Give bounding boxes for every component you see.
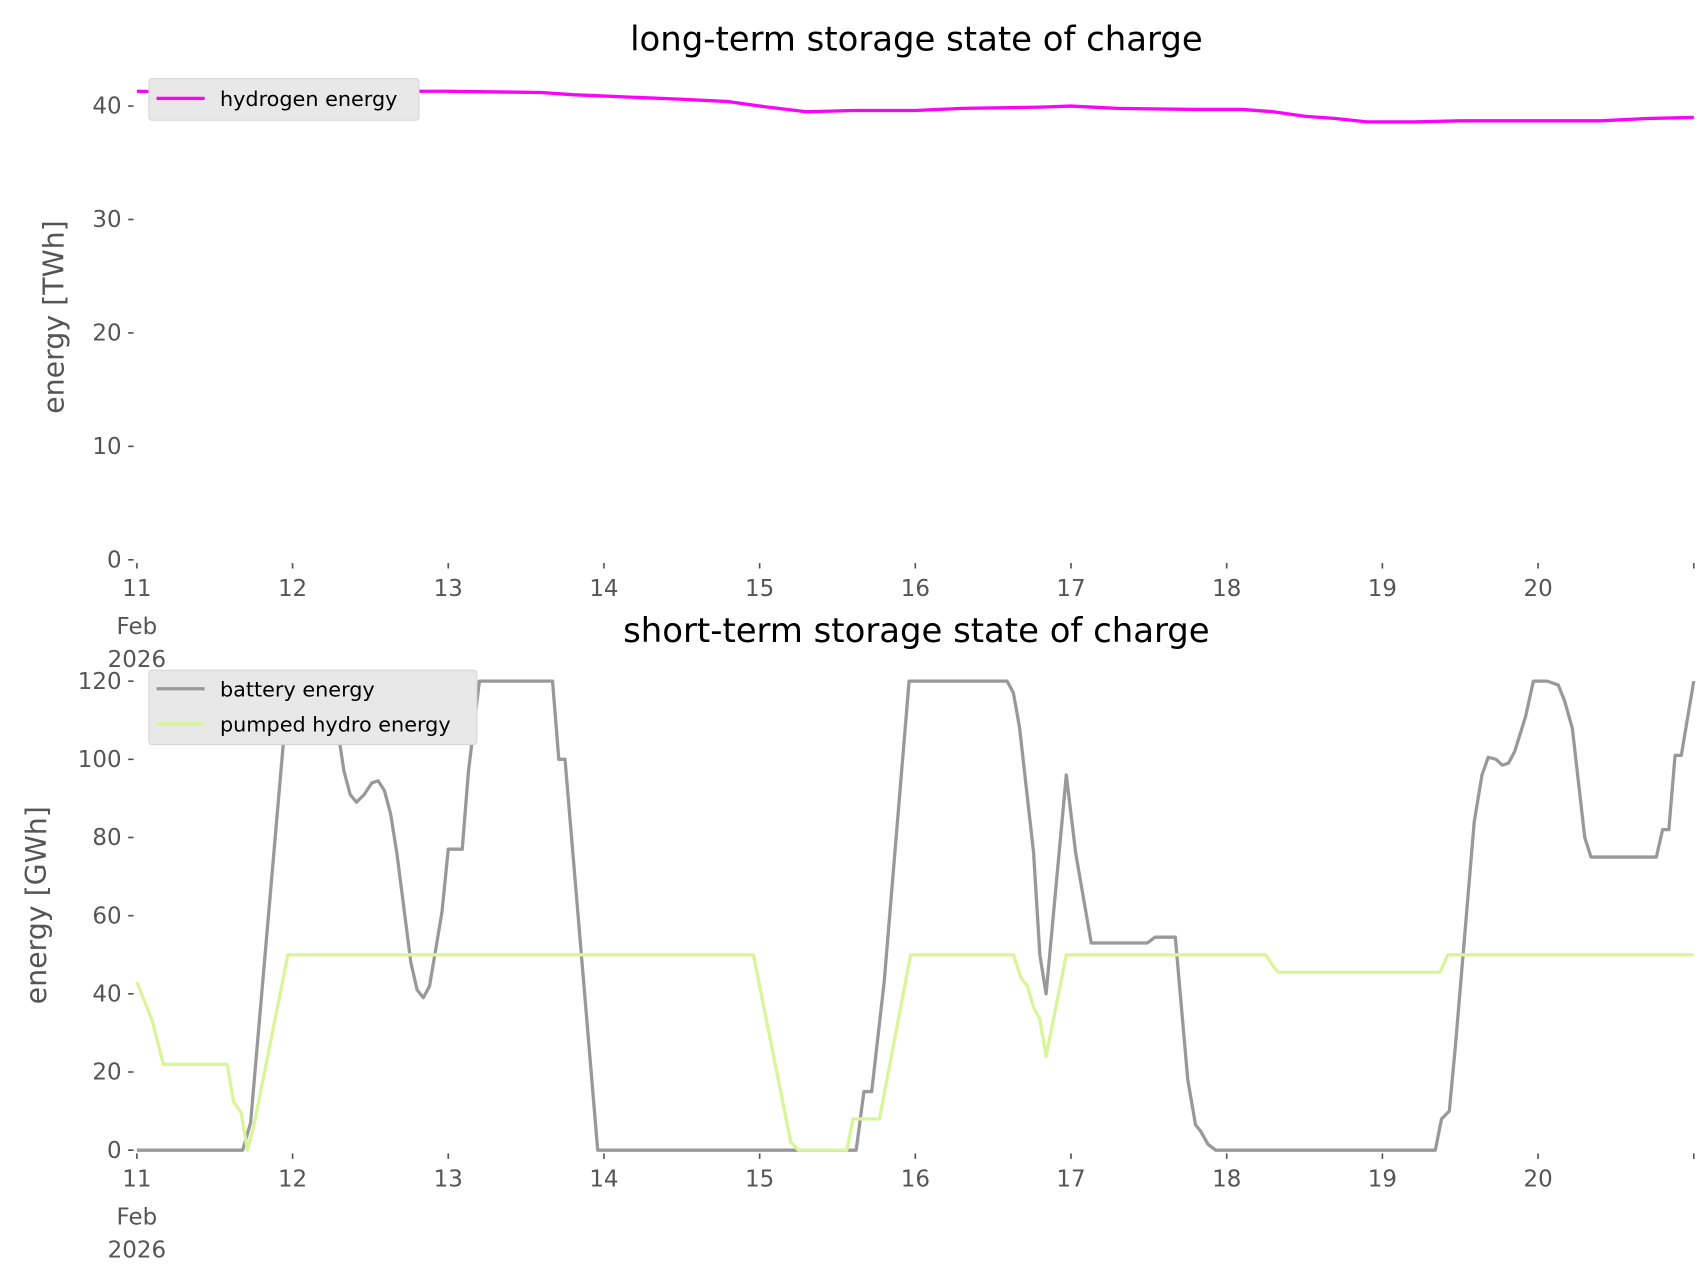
series-line-hydrogen-energy	[136, 89, 1694, 124]
y-tick-label: 80	[92, 825, 121, 851]
x-tick-label: 17	[1056, 576, 1085, 602]
x-tick-label: 17	[1056, 1166, 1085, 1192]
series-line-battery-energy	[136, 679, 1696, 1152]
y-tick-label: 100	[78, 747, 122, 773]
legend-label: hydrogen energy	[220, 87, 397, 111]
y-tick-label: 0	[107, 547, 122, 573]
x-tick-label: 13	[434, 576, 463, 602]
x-tick-label: 16	[901, 1166, 930, 1192]
y-tick-label: 40	[92, 94, 121, 120]
x-tick-label: 13	[434, 1166, 463, 1192]
y-tick-label: 0	[107, 1138, 122, 1164]
legend-label: battery energy	[220, 677, 375, 701]
y-tick-label: 20	[92, 1060, 121, 1086]
legend-label: pumped hydro energy	[220, 712, 451, 736]
y-tick-label: 20	[92, 321, 121, 347]
x-tick-label: 14	[589, 1166, 618, 1192]
x-tick-label: 19	[1368, 1166, 1397, 1192]
x-tick-label: 15	[745, 1166, 774, 1192]
y-tick-label: 30	[92, 207, 121, 233]
x-tick-sublabel: Feb	[117, 1205, 158, 1231]
x-tick-label: 18	[1212, 1166, 1241, 1192]
x-tick-sublabel: 2026	[108, 647, 166, 673]
legend: hydrogen energy	[148, 78, 420, 121]
y-tick-label: 40	[92, 981, 121, 1007]
legend: battery energy pumped hydro energy	[148, 669, 478, 746]
x-tick-label: 11	[122, 1166, 151, 1192]
y-tick-label: 10	[92, 434, 121, 460]
x-tick-label: 20	[1523, 1166, 1552, 1192]
x-tick-label: 12	[278, 576, 307, 602]
series-line-pumped-hydro-energy	[135, 953, 1694, 1152]
y-tick-label: 60	[92, 903, 121, 929]
x-tick-sublabel: 2026	[108, 1237, 166, 1263]
x-tick-label: 12	[278, 1166, 307, 1192]
x-tick-label: 14	[589, 576, 618, 602]
x-tick-label: 19	[1368, 576, 1397, 602]
y-axis-label: energy [TWh]	[38, 220, 71, 414]
chart-title: long-term storage state of charge	[630, 19, 1203, 58]
x-tick-sublabel: Feb	[117, 614, 158, 640]
long-term-storage-axes: long-term storage state of charge energy…	[38, 19, 1695, 673]
y-axis-label: energy [GWh]	[20, 806, 53, 1004]
x-tick-label: 20	[1523, 576, 1552, 602]
x-tick-label: 11	[122, 576, 151, 602]
y-tick-label: 120	[78, 669, 122, 695]
x-tick-label: 16	[901, 576, 930, 602]
x-tick-label: 15	[745, 576, 774, 602]
short-term-storage-axes: short-term storage state of charge energ…	[20, 611, 1696, 1263]
chart-title: short-term storage state of charge	[623, 611, 1209, 650]
x-tick-label: 18	[1212, 576, 1241, 602]
